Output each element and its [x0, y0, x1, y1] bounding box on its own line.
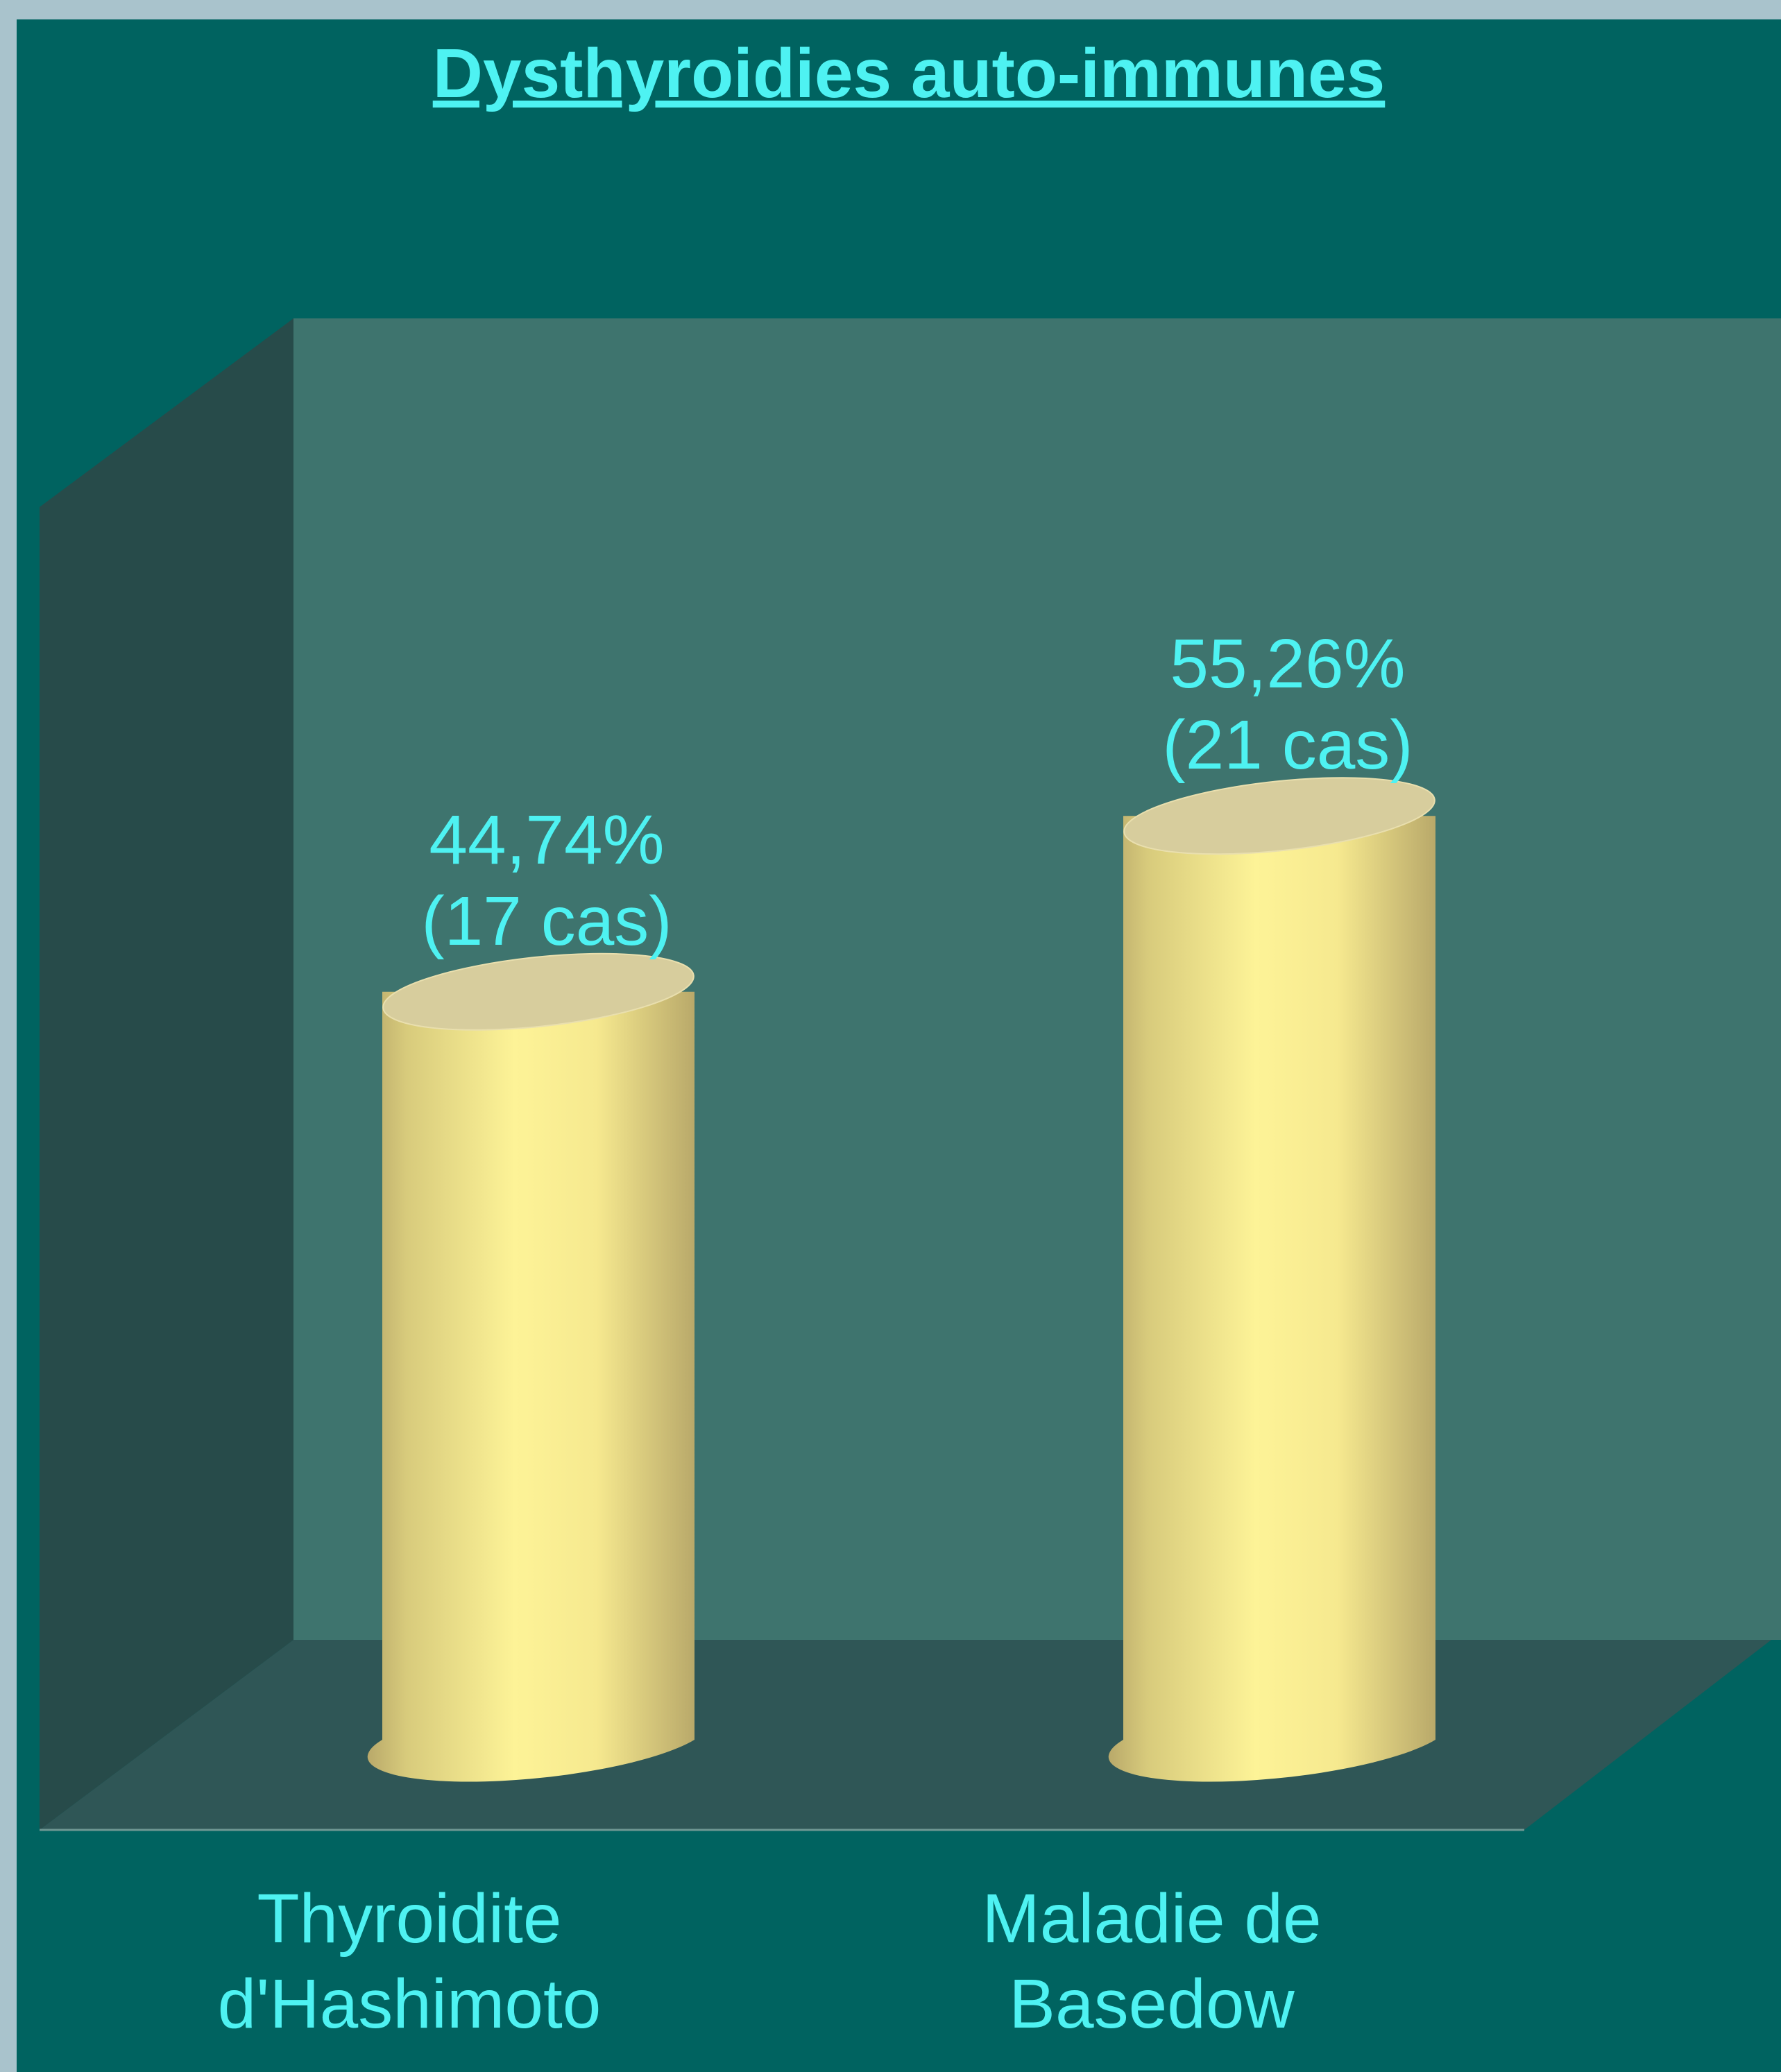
- category-label-1-line-2: d'Hashimoto: [218, 1965, 602, 2043]
- chart-side-wall: [40, 318, 293, 1830]
- bar-top-2: [1123, 777, 1435, 855]
- bars-group: 44,74%(17 cas) 55,26%(21 cas) Thyroidited'…: [218, 625, 1435, 2043]
- chart-title: Dysthyroidies auto-immunes: [433, 35, 1386, 112]
- chart-floor: [40, 1640, 1771, 1830]
- data-label-value-2: 55,26%: [1170, 625, 1405, 703]
- bar-1: [367, 991, 694, 1782]
- data-label-count-2: (21 cas): [1162, 706, 1413, 784]
- data-label-value-1: 44,74%: [429, 801, 664, 879]
- bar-2: [1108, 816, 1435, 1782]
- data-label-count-1: (17 cas): [421, 882, 672, 960]
- category-label-2-line-1: Maladie de: [982, 1880, 1321, 1958]
- category-label-2-line-2: Basedow: [1009, 1965, 1295, 2043]
- bar-top-1: [382, 952, 694, 1031]
- category-label-1-line-1: Thyroidite: [257, 1880, 561, 1958]
